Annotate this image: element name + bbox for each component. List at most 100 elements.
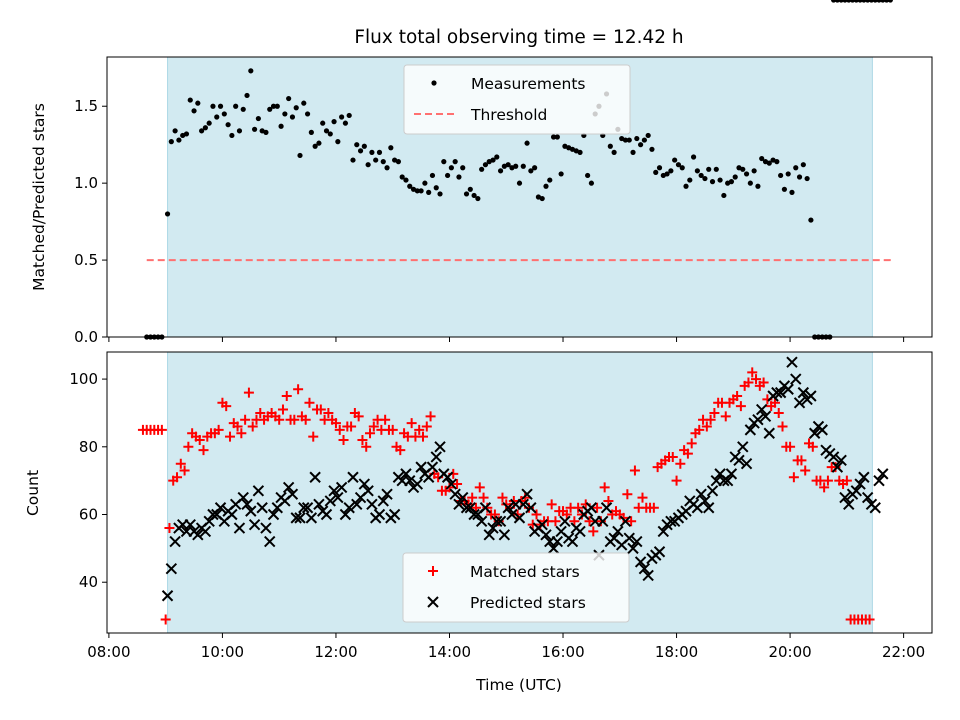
x-tick-label: 20:00 bbox=[768, 643, 811, 661]
predicted-star-point bbox=[339, 508, 352, 521]
matched-star-point bbox=[387, 424, 398, 435]
matched-star-point bbox=[323, 407, 334, 418]
measurement-point bbox=[690, 154, 697, 160]
measurement-point bbox=[766, 160, 772, 166]
measurement-point bbox=[781, 186, 788, 192]
measurement-point bbox=[706, 166, 712, 172]
predicted-star-point bbox=[294, 512, 306, 524]
matched-star-point bbox=[417, 431, 428, 442]
y-tick-label: 1.5 bbox=[74, 97, 98, 115]
measurement-point bbox=[475, 195, 481, 202]
legend-label: Matched stars bbox=[470, 563, 580, 581]
measurement-point bbox=[630, 149, 636, 155]
measurement-point bbox=[497, 168, 504, 174]
matched-star-point bbox=[482, 502, 493, 513]
matched-star-point bbox=[425, 411, 436, 422]
predicted-star-point bbox=[267, 508, 280, 521]
predicted-star-point bbox=[286, 488, 299, 500]
predicted-star-point bbox=[827, 451, 840, 463]
measurement-point bbox=[456, 174, 462, 180]
matched-star-point bbox=[281, 391, 292, 402]
measurement-point bbox=[755, 183, 761, 189]
matched-star-point bbox=[338, 435, 349, 446]
matched-star-point bbox=[629, 465, 640, 476]
predicted-star-point bbox=[479, 502, 492, 514]
matched-star-point bbox=[164, 523, 175, 534]
predicted-star-point bbox=[536, 518, 548, 531]
predicted-star-point bbox=[373, 508, 386, 521]
matched-star-point bbox=[395, 445, 406, 456]
measurement-point bbox=[656, 165, 663, 171]
matched-star-point bbox=[474, 482, 485, 493]
predicted-star-point bbox=[233, 522, 246, 534]
predicted-star-point bbox=[699, 495, 711, 507]
measurement-point bbox=[221, 111, 227, 117]
predicted-star-point bbox=[574, 525, 586, 538]
measurement-point bbox=[335, 139, 341, 145]
matched-star-point bbox=[497, 492, 508, 503]
predicted-star-point bbox=[559, 515, 571, 527]
legend-box bbox=[403, 64, 631, 135]
matched-star-point bbox=[561, 509, 572, 520]
matched-star-point bbox=[830, 462, 841, 473]
measurement-point bbox=[751, 168, 757, 174]
measurement-point bbox=[887, 0, 893, 3]
y-tick-label: 80 bbox=[79, 438, 98, 456]
measurement-point bbox=[588, 180, 595, 186]
measurement-point bbox=[172, 128, 178, 134]
predicted-star-point bbox=[835, 454, 847, 467]
predicted-star-point bbox=[733, 454, 745, 467]
matched-star-point bbox=[569, 516, 580, 527]
measurement-point bbox=[793, 165, 799, 171]
matched-star-point bbox=[584, 516, 595, 527]
matched-star-point bbox=[637, 492, 648, 503]
measurement-point bbox=[709, 179, 716, 185]
measurement-point bbox=[187, 97, 193, 103]
matched-star-point bbox=[732, 391, 743, 402]
measurement-point bbox=[407, 183, 413, 189]
matched-star-point bbox=[493, 516, 504, 527]
measurement-point bbox=[463, 191, 470, 197]
measurement-point bbox=[357, 148, 364, 154]
matched-star-point bbox=[353, 411, 364, 422]
predicted-star-point bbox=[165, 562, 178, 575]
matched-star-point bbox=[357, 435, 368, 446]
matched-star-point bbox=[573, 502, 584, 513]
matched-star-point bbox=[346, 421, 357, 432]
measurement-point bbox=[229, 132, 235, 139]
predicted-star-point bbox=[305, 512, 318, 524]
predicted-star-point bbox=[256, 502, 268, 514]
measurement-point bbox=[713, 166, 719, 172]
matched-star-point bbox=[183, 441, 194, 452]
predicted-star-point bbox=[634, 556, 647, 568]
measurement-point bbox=[789, 189, 795, 195]
predicted-star-point bbox=[362, 485, 374, 497]
measurement-point bbox=[747, 180, 753, 186]
measurement-point bbox=[297, 152, 303, 159]
measurement-point bbox=[645, 132, 651, 139]
predicted-star-point bbox=[411, 478, 424, 490]
matched-star-point bbox=[743, 377, 754, 388]
predicted-star-point bbox=[774, 386, 787, 399]
matched-star-point bbox=[864, 614, 875, 625]
predicted-star-point bbox=[491, 515, 503, 527]
matched-star-point bbox=[785, 441, 796, 452]
measurement-point bbox=[308, 129, 314, 135]
predicted-star-point bbox=[600, 502, 613, 514]
predicted-star-point bbox=[290, 512, 302, 524]
measurement-point bbox=[448, 165, 454, 171]
measurement-point bbox=[808, 217, 814, 223]
y-tick-label: 0.0 bbox=[74, 328, 98, 346]
measurement-point bbox=[785, 171, 791, 177]
measurement-point bbox=[320, 120, 326, 126]
predicted-star-point bbox=[483, 529, 495, 541]
predicted-star-point bbox=[797, 386, 810, 399]
x-axis-label: Time (UTC) bbox=[475, 676, 562, 694]
measurement-point bbox=[634, 135, 640, 142]
matched-star-point bbox=[470, 502, 481, 513]
measurement-point bbox=[471, 192, 477, 199]
matched-star-point bbox=[236, 428, 247, 439]
predicted-star-point bbox=[169, 535, 181, 548]
measurement-point bbox=[547, 177, 553, 183]
matched-star-point bbox=[365, 428, 376, 439]
